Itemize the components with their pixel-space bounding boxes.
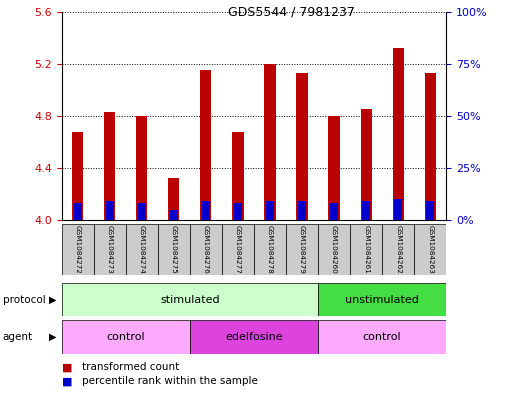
Bar <box>72 132 83 220</box>
Bar <box>190 320 318 354</box>
Bar <box>62 283 318 316</box>
Text: ■: ■ <box>62 362 72 373</box>
Bar <box>362 201 370 220</box>
Text: GSM1084263: GSM1084263 <box>427 225 433 274</box>
Bar <box>170 210 177 220</box>
Text: GSM1084277: GSM1084277 <box>235 225 241 274</box>
Bar <box>190 224 222 275</box>
Bar <box>126 224 158 275</box>
Text: GSM1084273: GSM1084273 <box>107 225 113 274</box>
Text: control: control <box>363 332 402 342</box>
Text: ■: ■ <box>62 376 72 386</box>
Bar <box>318 320 446 354</box>
Bar <box>138 204 146 220</box>
Bar <box>318 224 350 275</box>
Bar <box>394 199 402 220</box>
Bar <box>298 201 306 220</box>
Bar <box>266 201 274 220</box>
Bar <box>425 73 436 220</box>
Text: GDS5544 / 7981237: GDS5544 / 7981237 <box>228 6 355 19</box>
Text: control: control <box>106 332 145 342</box>
Bar <box>106 201 113 220</box>
Bar <box>104 112 115 220</box>
Text: percentile rank within the sample: percentile rank within the sample <box>82 376 258 386</box>
Bar <box>93 224 126 275</box>
Bar <box>330 204 338 220</box>
Text: GSM1084274: GSM1084274 <box>139 225 145 274</box>
Bar <box>286 224 318 275</box>
Text: stimulated: stimulated <box>160 295 220 305</box>
Bar <box>232 132 244 220</box>
Bar <box>328 116 340 220</box>
Text: GSM1084260: GSM1084260 <box>331 225 337 274</box>
Bar <box>361 109 372 220</box>
Bar <box>264 64 275 220</box>
Text: GSM1084278: GSM1084278 <box>267 225 273 274</box>
Text: protocol: protocol <box>3 295 45 305</box>
Text: ▶: ▶ <box>49 332 56 342</box>
Text: GSM1084272: GSM1084272 <box>74 225 81 274</box>
Text: GSM1084279: GSM1084279 <box>299 225 305 274</box>
Bar <box>200 70 211 220</box>
Bar <box>62 224 93 275</box>
Bar <box>62 320 190 354</box>
Bar <box>426 201 434 220</box>
Bar <box>234 204 242 220</box>
Text: GSM1084262: GSM1084262 <box>395 225 401 274</box>
Bar <box>222 224 254 275</box>
Text: agent: agent <box>3 332 33 342</box>
Bar <box>392 48 404 220</box>
Bar <box>136 116 147 220</box>
Text: unstimulated: unstimulated <box>345 295 419 305</box>
Text: edelfosine: edelfosine <box>225 332 283 342</box>
Text: GSM1084276: GSM1084276 <box>203 225 209 274</box>
Text: GSM1084275: GSM1084275 <box>171 225 177 274</box>
Text: GSM1084261: GSM1084261 <box>363 225 369 274</box>
Bar <box>158 224 190 275</box>
Bar <box>318 283 446 316</box>
Bar <box>168 178 180 220</box>
Bar <box>297 73 308 220</box>
Text: transformed count: transformed count <box>82 362 180 373</box>
Bar <box>382 224 415 275</box>
Bar <box>350 224 382 275</box>
Bar <box>74 204 82 220</box>
Bar <box>415 224 446 275</box>
Bar <box>254 224 286 275</box>
Bar <box>202 201 210 220</box>
Text: ▶: ▶ <box>49 295 56 305</box>
